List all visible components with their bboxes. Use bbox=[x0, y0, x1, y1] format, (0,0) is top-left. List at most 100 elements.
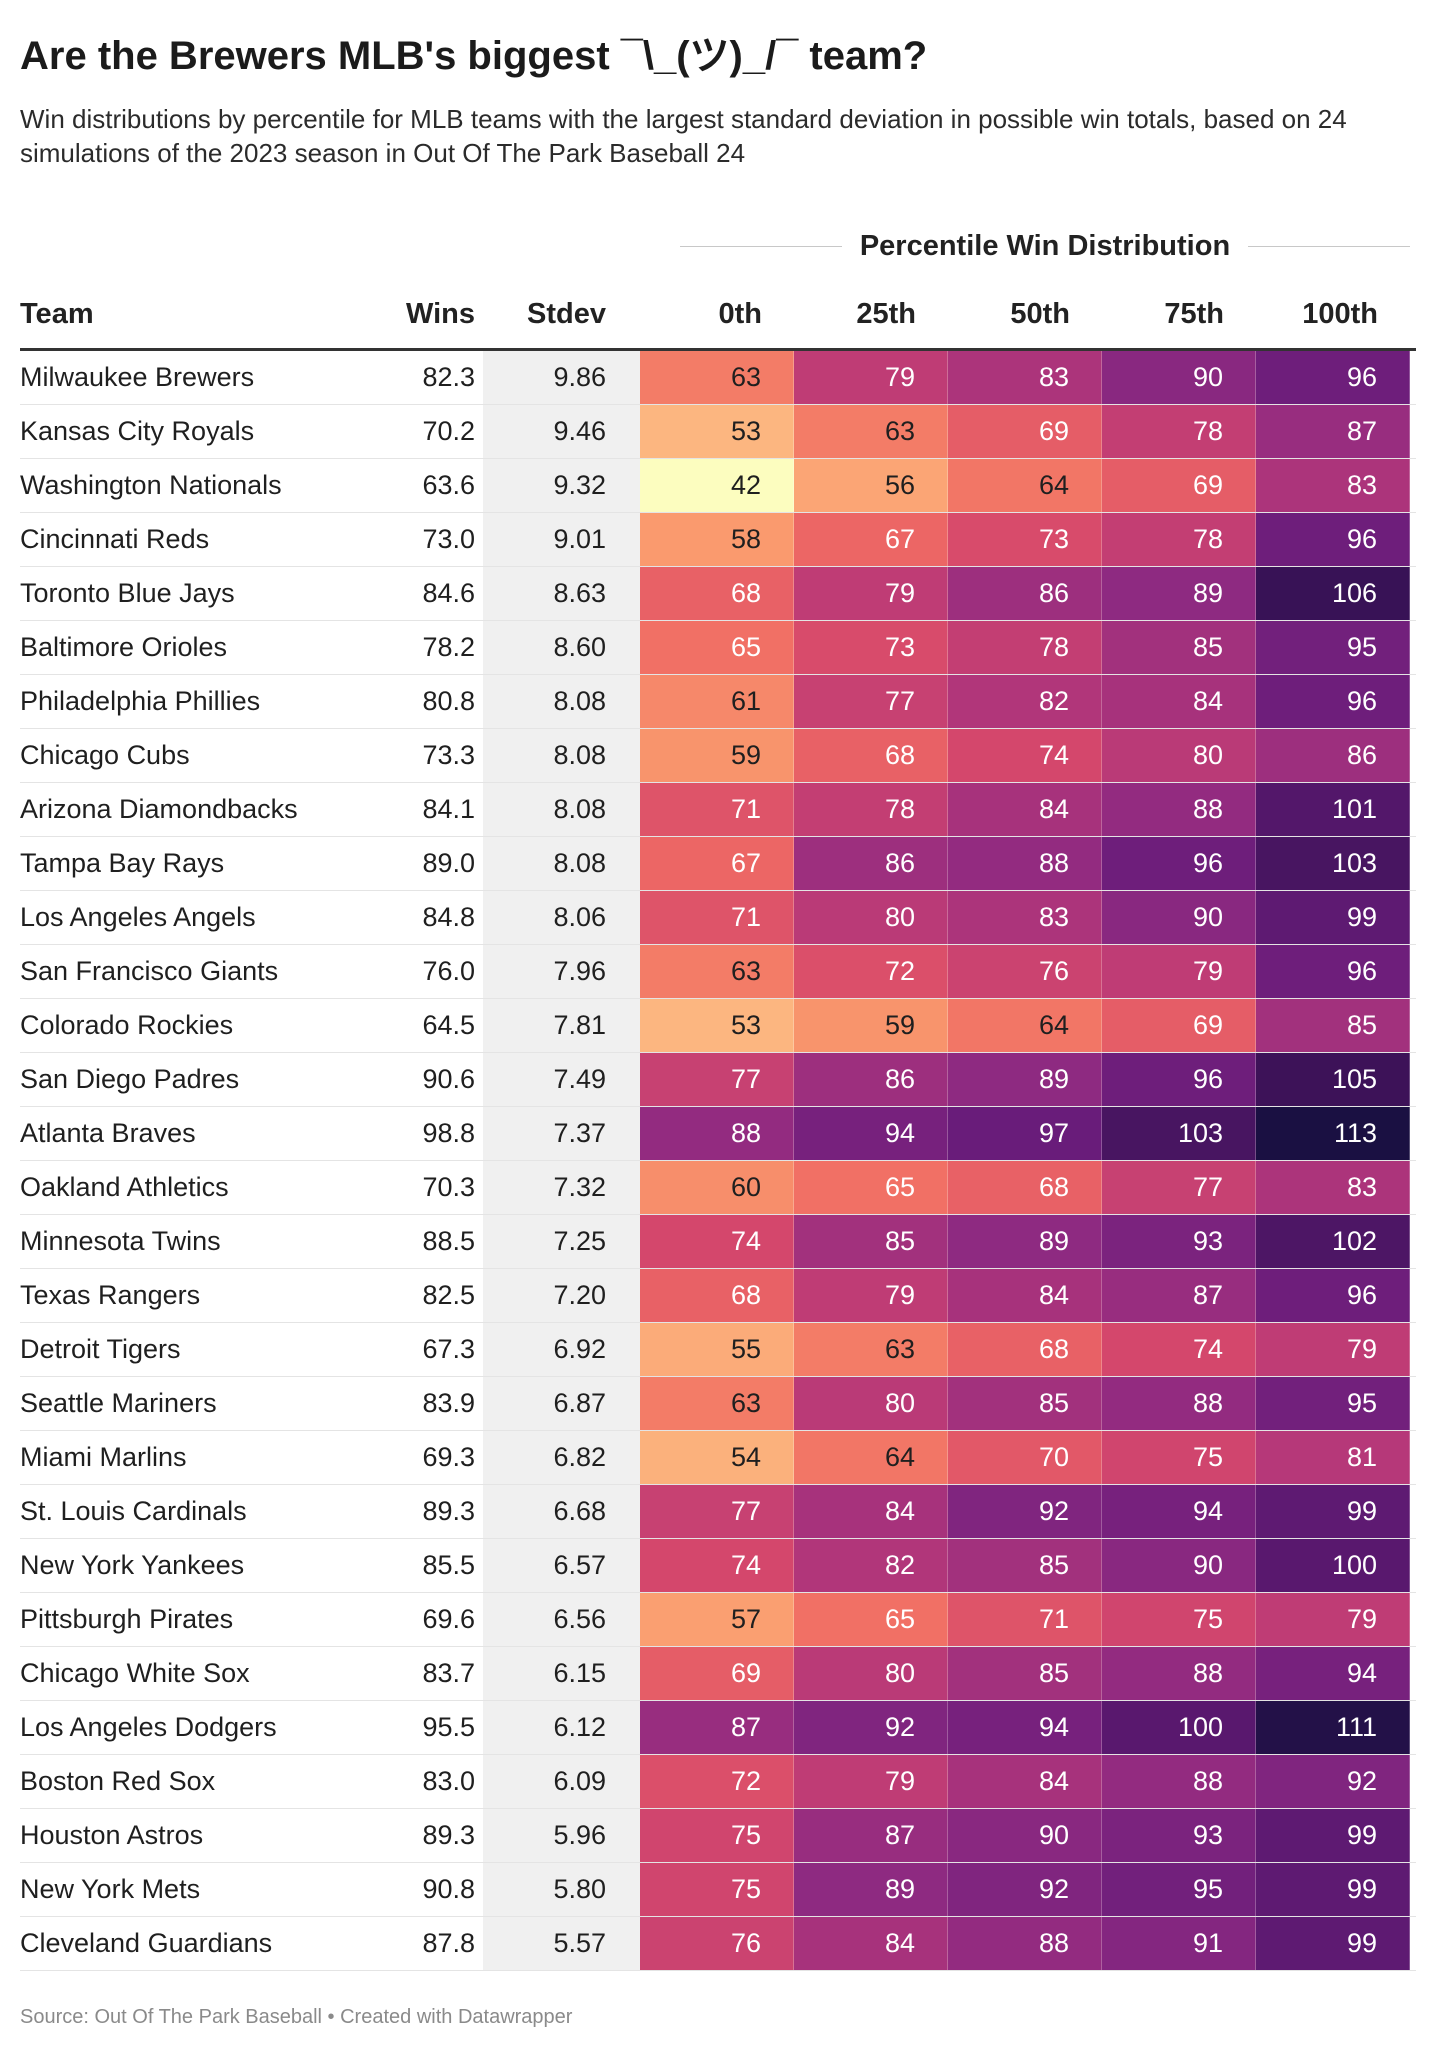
cell-p0: 67 bbox=[640, 837, 794, 890]
column-header-p0: 0th bbox=[718, 298, 763, 330]
cell-stdev: 5.96 bbox=[483, 1809, 640, 1862]
cell-stdev: 8.08 bbox=[483, 783, 640, 836]
table-body: Milwaukee Brewers 82.3 9.86 63 79 83 90 96 Kansa… bbox=[20, 351, 1416, 1971]
cell-stdev: 6.12 bbox=[483, 1701, 640, 1754]
cell-team: New York Yankees bbox=[20, 1550, 245, 1580]
column-header-p25: 25th bbox=[856, 298, 916, 330]
cell-p75: 93 bbox=[1102, 1809, 1256, 1862]
cell-p50: 85 bbox=[948, 1647, 1102, 1700]
cell-p100: 94 bbox=[1256, 1647, 1410, 1700]
table-row: Chicago Cubs 73.3 8.08 59 68 74 80 86 bbox=[20, 729, 1416, 783]
cell-team: St. Louis Cardinals bbox=[20, 1496, 247, 1526]
cell-wins: 67.3 bbox=[422, 1334, 475, 1364]
cell-p25: 87 bbox=[794, 1809, 948, 1862]
table-row: Tampa Bay Rays 89.0 8.08 67 86 88 96 103 bbox=[20, 837, 1416, 891]
cell-stdev: 7.32 bbox=[483, 1161, 640, 1214]
cell-team: Arizona Diamondbacks bbox=[20, 794, 298, 824]
cell-p75: 90 bbox=[1102, 891, 1256, 944]
cell-p25: 92 bbox=[794, 1701, 948, 1754]
column-header-wins: Wins bbox=[405, 298, 475, 330]
cell-wins: 98.8 bbox=[422, 1118, 475, 1148]
cell-p50: 94 bbox=[948, 1701, 1102, 1754]
cell-p50: 73 bbox=[948, 513, 1102, 566]
cell-p100: 99 bbox=[1256, 891, 1410, 944]
percentile-group-header: Percentile Win Distribution bbox=[680, 226, 1410, 266]
cell-wins: 87.8 bbox=[422, 1928, 475, 1958]
table-row: Boston Red Sox 83.0 6.09 72 79 84 88 92 bbox=[20, 1755, 1416, 1809]
cell-team: Washington Nationals bbox=[20, 470, 282, 500]
cell-team: Cincinnati Reds bbox=[20, 524, 210, 554]
cell-stdev: 8.08 bbox=[483, 837, 640, 890]
cell-p100: 99 bbox=[1256, 1863, 1410, 1916]
cell-p100: 113 bbox=[1256, 1107, 1410, 1160]
cell-p100: 101 bbox=[1256, 783, 1410, 836]
cell-p0: 76 bbox=[640, 1917, 794, 1970]
cell-p75: 95 bbox=[1102, 1863, 1256, 1916]
column-header-stdev: Stdev bbox=[527, 298, 606, 330]
table-row: Los Angeles Dodgers 95.5 6.12 87 92 94 100 111 bbox=[20, 1701, 1416, 1755]
cell-p0: 68 bbox=[640, 1269, 794, 1322]
cell-p100: 111 bbox=[1256, 1701, 1410, 1754]
cell-wins: 73.0 bbox=[422, 524, 475, 554]
cell-p50: 88 bbox=[948, 837, 1102, 890]
cell-stdev: 9.32 bbox=[483, 459, 640, 512]
cell-p100: 106 bbox=[1256, 567, 1410, 620]
table-row: Texas Rangers 82.5 7.20 68 79 84 87 96 bbox=[20, 1269, 1416, 1323]
table-row: Oakland Athletics 70.3 7.32 60 65 68 77 83 bbox=[20, 1161, 1416, 1215]
cell-p100: 85 bbox=[1256, 999, 1410, 1052]
cell-p75: 96 bbox=[1102, 1053, 1256, 1106]
cell-stdev: 8.08 bbox=[483, 675, 640, 728]
cell-p50: 83 bbox=[948, 891, 1102, 944]
cell-p100: 99 bbox=[1256, 1809, 1410, 1862]
cell-p25: 65 bbox=[794, 1161, 948, 1214]
table-row: Miami Marlins 69.3 6.82 54 64 70 75 81 bbox=[20, 1431, 1416, 1485]
cell-stdev: 6.56 bbox=[483, 1593, 640, 1646]
table-row: Detroit Tigers 67.3 6.92 55 63 68 74 79 bbox=[20, 1323, 1416, 1377]
cell-team: San Francisco Giants bbox=[20, 956, 279, 986]
cell-p0: 63 bbox=[640, 1377, 794, 1430]
cell-p50: 64 bbox=[948, 999, 1102, 1052]
cell-p100: 103 bbox=[1256, 837, 1410, 890]
cell-stdev: 6.68 bbox=[483, 1485, 640, 1538]
cell-stdev: 6.87 bbox=[483, 1377, 640, 1430]
cell-p25: 63 bbox=[794, 405, 948, 458]
cell-p0: 60 bbox=[640, 1161, 794, 1214]
cell-p0: 87 bbox=[640, 1701, 794, 1754]
cell-team: Chicago White Sox bbox=[20, 1658, 250, 1688]
cell-p25: 56 bbox=[794, 459, 948, 512]
cell-p75: 88 bbox=[1102, 1647, 1256, 1700]
cell-p0: 88 bbox=[640, 1107, 794, 1160]
cell-stdev: 7.49 bbox=[483, 1053, 640, 1106]
cell-p50: 69 bbox=[948, 405, 1102, 458]
cell-p75: 80 bbox=[1102, 729, 1256, 782]
cell-wins: 76.0 bbox=[422, 956, 475, 986]
cell-team: Los Angeles Angels bbox=[20, 902, 256, 932]
table-row: Houston Astros 89.3 5.96 75 87 90 93 99 bbox=[20, 1809, 1416, 1863]
column-header-team: Team bbox=[20, 298, 94, 330]
cell-p50: 71 bbox=[948, 1593, 1102, 1646]
cell-team: Atlanta Braves bbox=[20, 1118, 196, 1148]
column-header-p75: 75th bbox=[1164, 298, 1224, 330]
cell-p75: 84 bbox=[1102, 675, 1256, 728]
cell-p25: 86 bbox=[794, 1053, 948, 1106]
cell-p50: 64 bbox=[948, 459, 1102, 512]
table-row: New York Mets 90.8 5.80 75 89 92 95 99 bbox=[20, 1863, 1416, 1917]
cell-p25: 64 bbox=[794, 1431, 948, 1484]
table-row: Baltimore Orioles 78.2 8.60 65 73 78 85 95 bbox=[20, 621, 1416, 675]
table-row: New York Yankees 85.5 6.57 74 82 85 90 100 bbox=[20, 1539, 1416, 1593]
cell-wins: 80.8 bbox=[422, 686, 475, 716]
cell-team: Houston Astros bbox=[20, 1820, 204, 1850]
cell-p0: 53 bbox=[640, 999, 794, 1052]
cell-p50: 89 bbox=[948, 1215, 1102, 1268]
cell-wins: 85.5 bbox=[422, 1550, 475, 1580]
cell-p100: 95 bbox=[1256, 1377, 1410, 1430]
cell-p75: 90 bbox=[1102, 351, 1256, 404]
cell-p75: 69 bbox=[1102, 999, 1256, 1052]
cell-p25: 68 bbox=[794, 729, 948, 782]
cell-p75: 88 bbox=[1102, 1377, 1256, 1430]
table-row: Colorado Rockies 64.5 7.81 53 59 64 69 85 bbox=[20, 999, 1416, 1053]
cell-wins: 89.3 bbox=[422, 1820, 475, 1850]
cell-p75: 103 bbox=[1102, 1107, 1256, 1160]
cell-stdev: 7.96 bbox=[483, 945, 640, 998]
cell-p50: 97 bbox=[948, 1107, 1102, 1160]
